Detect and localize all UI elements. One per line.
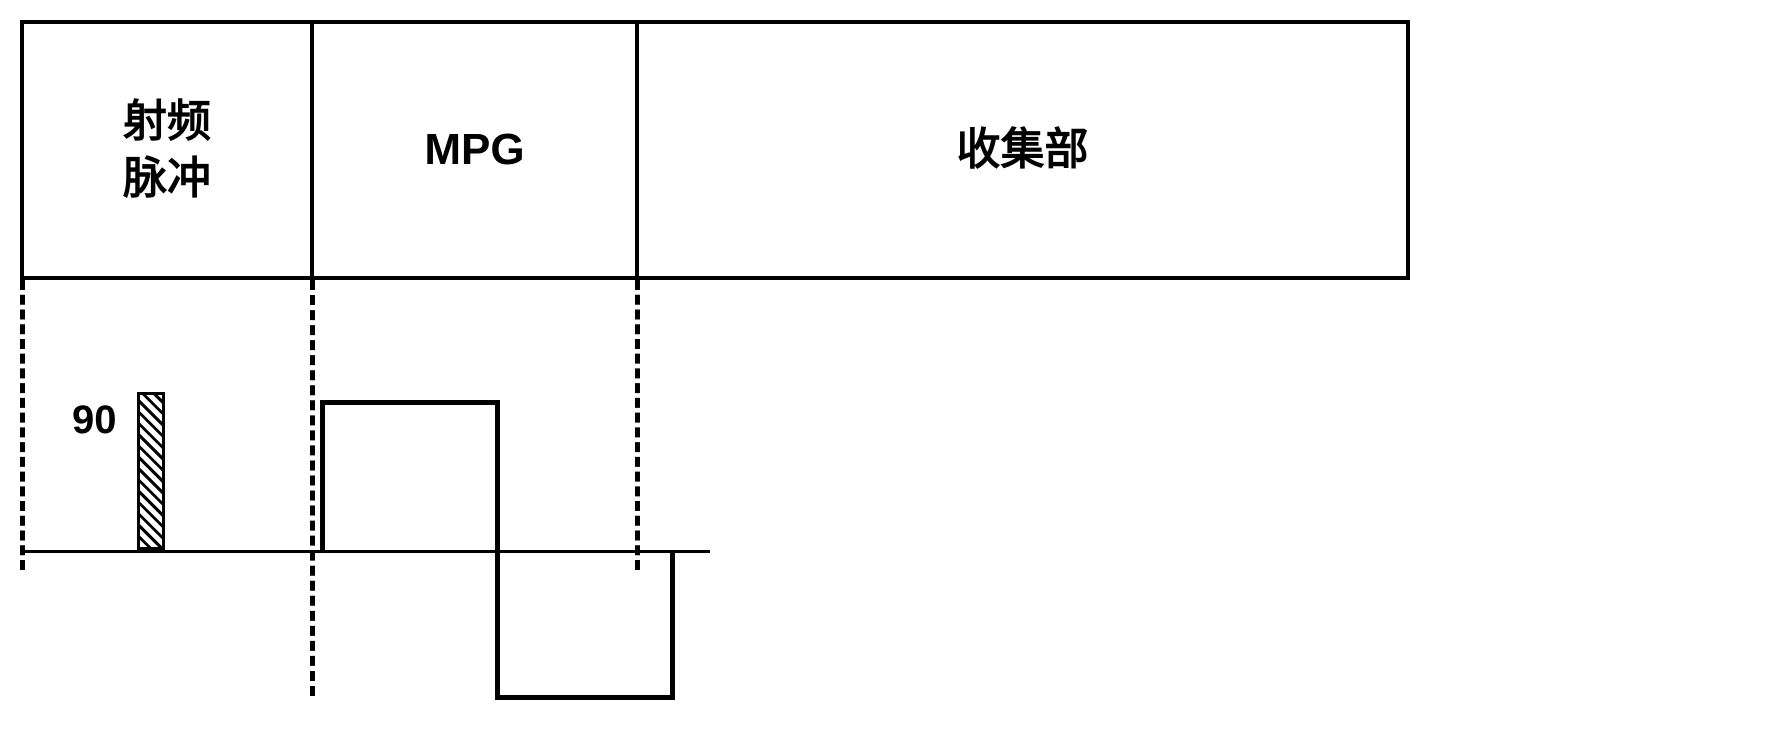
mpg-seg-5 (495, 695, 675, 700)
blocks-row: 射频 脉冲 MPG 收集部 (20, 20, 1410, 280)
dashed-line-3 (635, 280, 640, 570)
mpg-block: MPG (310, 20, 635, 280)
baseline (20, 550, 710, 553)
diagram-container: 射频 脉冲 MPG 收集部 90 (20, 20, 1410, 720)
dashed-line-2 (310, 280, 315, 696)
acq-label: 收集部 (957, 121, 1089, 178)
waveform-area: 90 (20, 280, 1410, 720)
mpg-seg-6 (670, 550, 675, 700)
pulse-90-bar (137, 392, 165, 550)
mpg-label: MPG (424, 121, 524, 178)
acquisition-block: 收集部 (635, 20, 1410, 280)
rf-label: 射频 脉冲 (123, 93, 211, 207)
rf-pulse-block: 射频 脉冲 (20, 20, 310, 280)
dashed-line-1 (20, 280, 25, 570)
pulse-90-label: 90 (72, 398, 117, 443)
mpg-seg-1 (320, 400, 325, 550)
mpg-seg-4 (495, 550, 500, 700)
mpg-seg-2 (320, 400, 500, 405)
mpg-seg-3 (495, 400, 500, 550)
